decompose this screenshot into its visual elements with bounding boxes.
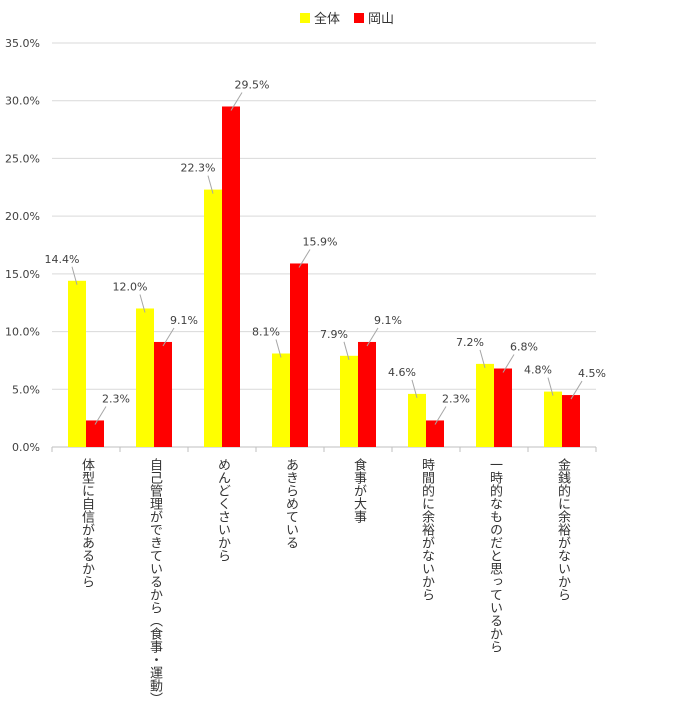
leader-line-okayama: [434, 406, 447, 425]
leader-line-zentai: [547, 377, 554, 396]
leader-line-okayama: [366, 327, 379, 347]
category-label: 時間的に余裕がないから: [419, 458, 434, 601]
data-label-zentai: 8.1%: [252, 326, 280, 339]
leader-line-zentai: [207, 175, 214, 194]
y-tick-label: 25.0%: [5, 152, 40, 165]
leader-line-okayama: [298, 249, 311, 268]
category-label: 体型に自信があるから: [79, 458, 94, 588]
data-label-zentai: 14.4%: [45, 253, 80, 266]
y-tick-label: 10.0%: [5, 326, 40, 339]
bar-okayama: [562, 395, 580, 447]
bar-okayama: [154, 341, 172, 447]
data-label-okayama: 2.3%: [442, 392, 470, 405]
bar-zentai: [340, 355, 358, 447]
y-tick-label: 20.0%: [5, 210, 40, 223]
legend-item-okayama: 岡山: [354, 8, 394, 27]
category-label: 自己管理ができているから（食事・運動）: [147, 458, 162, 705]
data-label-okayama: 9.1%: [374, 314, 402, 327]
bar-zentai: [272, 353, 290, 447]
y-tick-label: 15.0%: [5, 268, 40, 281]
data-label-okayama: 2.3%: [102, 392, 130, 405]
bar-okayama: [494, 368, 512, 447]
y-tick-label: 5.0%: [12, 383, 40, 396]
category-label: 食事が大事: [351, 458, 366, 523]
leader-line-zentai: [71, 266, 78, 285]
legend-label-zentai: 全体: [314, 12, 341, 27]
data-label-zentai: 22.3%: [181, 162, 216, 175]
category-label: あきらめている: [283, 458, 298, 549]
data-label-zentai: 12.0%: [113, 280, 148, 293]
bar-okayama: [86, 420, 104, 447]
y-tick-label: 35.0%: [5, 37, 40, 50]
category-label: めんどくさいから: [215, 458, 230, 562]
bar-zentai: [476, 363, 494, 447]
data-label-zentai: 7.9%: [320, 328, 348, 341]
leader-line-zentai: [411, 379, 418, 399]
legend-label-okayama: 岡山: [368, 12, 395, 27]
data-label-zentai: 7.2%: [456, 336, 484, 349]
data-label-okayama: 6.8%: [510, 341, 538, 354]
legend-swatch-zentai: [300, 12, 310, 23]
legend-swatch-okayama: [354, 12, 365, 23]
bar-okayama: [222, 106, 240, 447]
y-tick-label: 0.0%: [12, 441, 40, 454]
leader-line-zentai: [275, 339, 282, 358]
bar-zentai: [544, 391, 562, 447]
bar-zentai: [136, 308, 154, 447]
bar-okayama: [290, 263, 308, 447]
data-label-okayama: 4.5%: [578, 367, 606, 380]
data-label-zentai: 4.8%: [524, 364, 552, 377]
leader-line-okayama: [502, 354, 515, 373]
category-label: 金銭的に余裕がないから: [555, 458, 570, 601]
data-label-zentai: 4.6%: [388, 366, 416, 379]
data-label-okayama: 9.1%: [170, 314, 198, 327]
leader-line-zentai: [139, 294, 146, 313]
leader-line-okayama: [162, 327, 175, 347]
leader-line-zentai: [479, 349, 486, 369]
leader-line-okayama: [570, 380, 583, 400]
bar-okayama: [426, 420, 444, 447]
bar-zentai: [68, 280, 86, 447]
data-label-okayama: 15.9%: [303, 235, 338, 248]
data-label-okayama: 29.5%: [235, 78, 270, 91]
leader-line-zentai: [343, 341, 350, 360]
y-tick-label: 30.0%: [5, 95, 40, 108]
bar-zentai: [408, 393, 426, 447]
leader-line-okayama: [94, 406, 107, 425]
bar-okayama: [358, 341, 376, 447]
chart-legend: 全体 岡山: [300, 8, 394, 27]
leader-line-okayama: [230, 92, 243, 111]
bar-zentai: [204, 189, 222, 447]
legend-item-zentai: 全体: [300, 8, 340, 27]
category-label: 一時的なものだと思っているから: [487, 458, 502, 653]
